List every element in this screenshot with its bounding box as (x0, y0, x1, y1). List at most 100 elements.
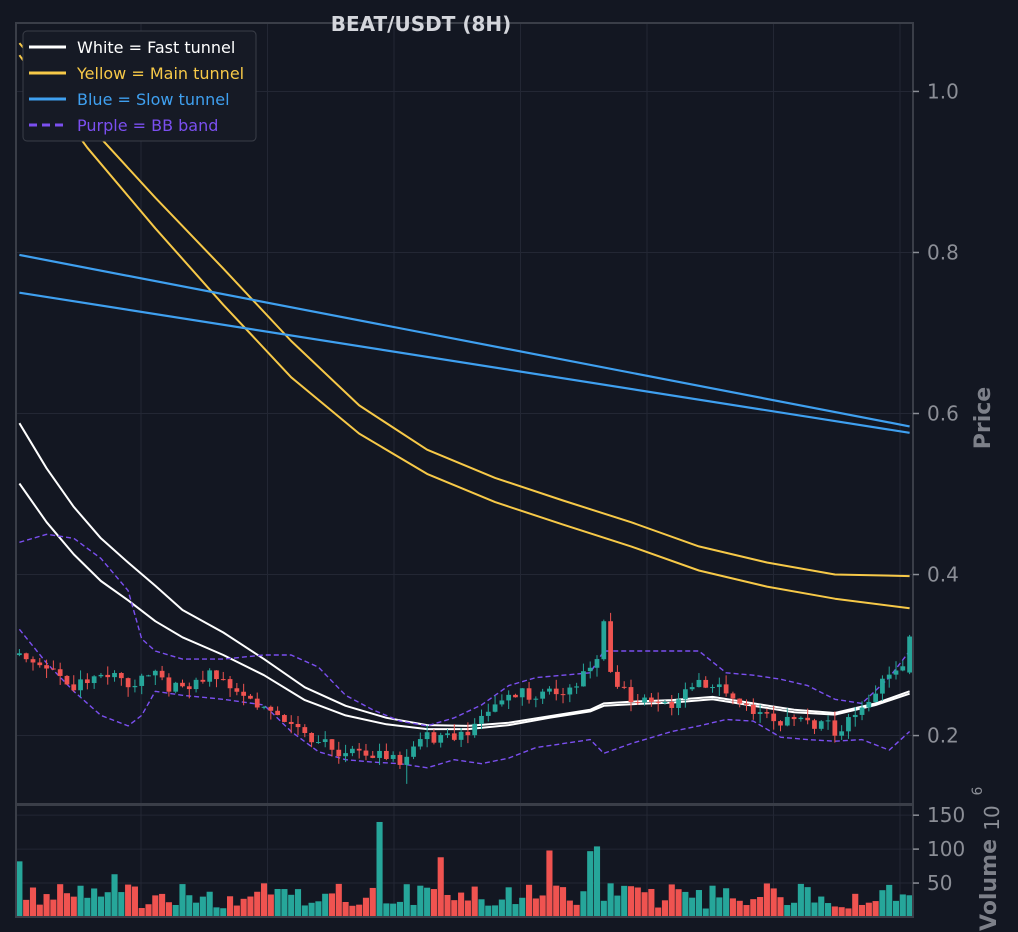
volume-bar (553, 885, 560, 917)
volume-bar (70, 896, 77, 917)
volume-bar (682, 891, 689, 917)
bb-lower-line (18, 628, 911, 769)
volume-bar (342, 902, 349, 917)
candle-body (241, 691, 247, 696)
candle-body (50, 668, 56, 670)
volume-bar (390, 903, 397, 917)
candle-body (587, 667, 593, 672)
candle-body (146, 675, 151, 677)
volume-axis-title: Volume (977, 839, 1002, 931)
candle-body (227, 679, 233, 689)
volume-bar (424, 887, 431, 917)
volume-bar (763, 883, 770, 917)
candle-body (254, 698, 260, 708)
candle-body (84, 679, 90, 684)
candle-body (655, 701, 661, 703)
volume-bar (213, 907, 220, 917)
candle-body (125, 678, 131, 688)
volume-bar (437, 857, 444, 917)
candle-body (329, 739, 335, 750)
candle-body (907, 636, 912, 673)
volume-bar (301, 905, 308, 917)
candle-body (356, 748, 362, 751)
candle-body (118, 673, 124, 679)
volume-bar (852, 893, 859, 917)
volume-bar (600, 900, 607, 917)
candle-body (567, 687, 573, 695)
volume-tick-label: 150 (927, 803, 965, 827)
volume-bar (403, 884, 410, 917)
volume-bar (655, 907, 662, 917)
volume-bar (396, 901, 404, 917)
candle-body (560, 694, 566, 696)
candle-body (499, 700, 505, 705)
volume-bar (791, 902, 798, 917)
volume-bar (587, 851, 594, 917)
candle-body (628, 687, 634, 703)
candle-body (594, 659, 600, 668)
candle-body (805, 717, 811, 721)
candle-body (17, 653, 22, 656)
candle-body (268, 706, 274, 711)
volume-bar (818, 896, 825, 917)
volume-bar (369, 887, 376, 917)
volume-bar (838, 907, 845, 917)
volume-bar (308, 902, 315, 917)
volume-bar (464, 900, 471, 917)
volume-bar (125, 884, 132, 917)
volume-bar (138, 908, 145, 917)
volume-bar (743, 905, 750, 917)
volume-bar (356, 904, 363, 917)
volume-bar (886, 884, 893, 917)
volume-bar (858, 904, 866, 917)
price-axis-title: Price (971, 387, 996, 449)
candle-body (812, 720, 817, 729)
volume-bar (777, 897, 784, 917)
volume-bar (471, 886, 478, 917)
price-tick-label: 0.6 (927, 402, 959, 426)
candle-body (370, 755, 376, 758)
candle-body (472, 723, 478, 736)
candlestick-layer (17, 612, 912, 784)
volume-bar (77, 885, 84, 917)
volume-bar (784, 905, 791, 917)
price-tick-label: 0.2 (927, 724, 959, 748)
candle-body (723, 684, 729, 694)
candle-body (581, 671, 586, 687)
volume-bar (668, 884, 675, 917)
price-tick-label: 1.0 (927, 79, 959, 103)
price-axis-ticks: 0.2 0.4 0.6 0.8 1.0 (913, 79, 959, 748)
candle-body (390, 754, 396, 759)
volume-bar (84, 897, 91, 917)
volume-bar (879, 890, 886, 917)
volume-bar (97, 896, 105, 917)
candle-body (316, 742, 321, 744)
candle-body (193, 679, 199, 690)
volume-bar (648, 888, 655, 917)
candle-body (676, 699, 681, 708)
volume-bar (152, 895, 159, 917)
volume-bar (532, 898, 539, 917)
candle-body (309, 733, 314, 743)
candle-body (23, 653, 29, 660)
volume-bar (831, 906, 838, 917)
candle-body (282, 715, 287, 722)
volume-bars-layer (16, 821, 913, 917)
volume-bar (593, 846, 601, 917)
candle-body (818, 721, 824, 729)
candle-body (513, 694, 518, 698)
candle-body (417, 739, 423, 747)
volume-bar (444, 894, 451, 917)
candle-body (166, 677, 172, 692)
volume-bar (131, 886, 138, 917)
volume-bar (811, 902, 818, 917)
candle-body (533, 698, 539, 700)
candle-body (132, 685, 138, 688)
volume-bar (29, 887, 37, 917)
volume-bar (797, 883, 804, 917)
volume-bar (716, 897, 723, 917)
volume-bar (723, 888, 730, 917)
candle-body (275, 710, 281, 716)
candle-body (152, 670, 158, 676)
